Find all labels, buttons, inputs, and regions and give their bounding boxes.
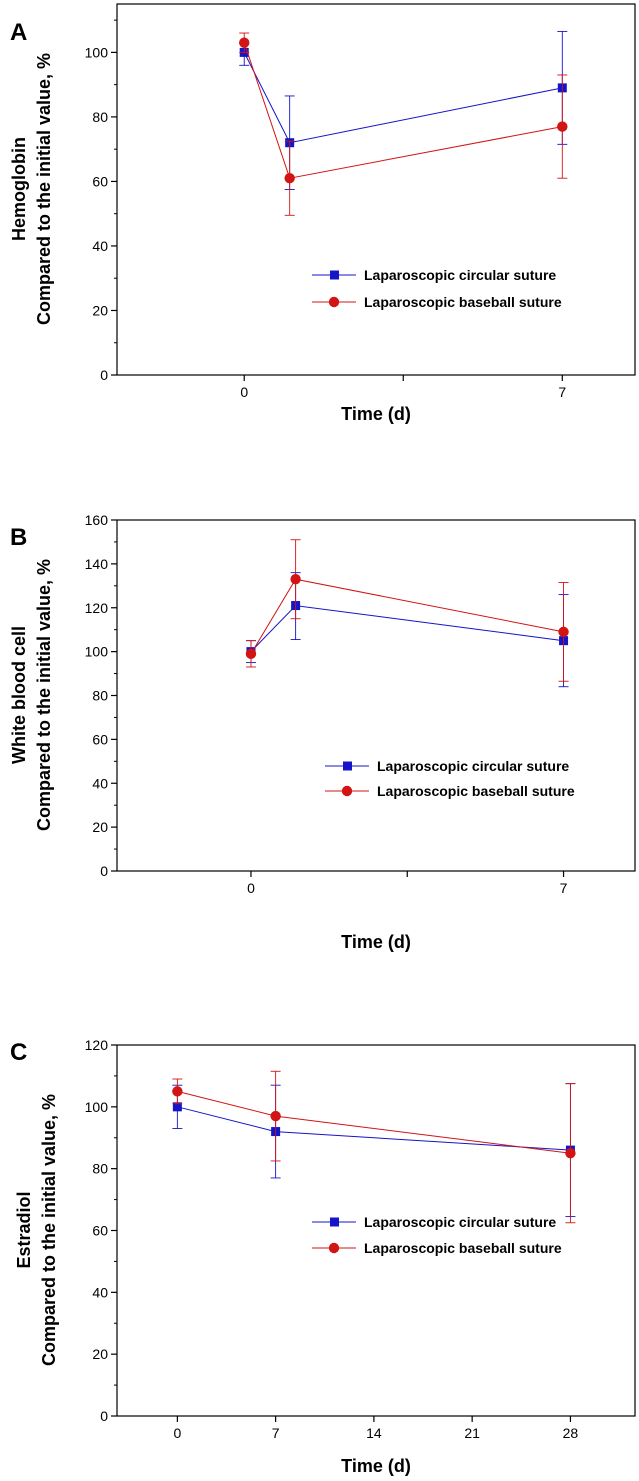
y-tick-label: 60	[92, 1223, 108, 1239]
series-line	[177, 1090, 571, 1154]
plot-frame	[116, 519, 636, 872]
y-tick-label: 0	[100, 1408, 108, 1424]
panel-label: A	[10, 19, 27, 46]
legend-label: Laparoscopic circular suture	[377, 758, 569, 774]
legend: Laparoscopic circular suture Laparoscopic…	[312, 267, 562, 310]
y-tick-label: 20	[92, 302, 108, 318]
y-tick-label: 60	[92, 173, 108, 189]
x-axis-label: Time (d)	[341, 932, 411, 952]
x-tick-label: 14	[366, 1425, 382, 1441]
x-axis-label: Time (d)	[341, 1456, 411, 1476]
y-axis-label-line2: Compared to the initial value, %	[39, 1094, 59, 1366]
x-tick-label: 7	[558, 384, 566, 400]
series-line	[250, 578, 564, 655]
legend-marker-circle	[328, 1242, 340, 1254]
y-tick-label: 60	[92, 731, 108, 747]
legend: Laparoscopic circular suture Laparoscopic…	[325, 758, 575, 799]
y-tick-label: 160	[85, 512, 109, 528]
legend-marker-square	[343, 761, 352, 771]
legend-label: Laparoscopic circular suture	[364, 267, 556, 283]
x-tick-label: 0	[173, 1425, 181, 1441]
data-point-circle	[239, 37, 250, 48]
y-tick-label: 20	[92, 1346, 108, 1362]
series-baseball	[239, 32, 568, 216]
y-tick-label: 80	[92, 1161, 108, 1177]
data-point-circle	[172, 1086, 183, 1097]
y-tick-label: 100	[85, 644, 109, 660]
y-tick-label: 120	[85, 600, 109, 616]
y-tick-label: 40	[92, 1284, 108, 1300]
series-line	[243, 52, 563, 144]
y-tick-label: 120	[85, 1037, 109, 1053]
chart-panel-a: 0 20 40 60 80 100 0 7 Time (d) Hemoglobin Compared…	[9, 3, 636, 424]
data-point-circle	[290, 574, 301, 585]
y-tick-label: 140	[85, 556, 109, 572]
legend-marker-circle	[341, 785, 353, 797]
legend-marker-circle	[328, 296, 340, 308]
x-tick-label: 0	[247, 880, 255, 896]
y-tick-label: 20	[92, 819, 108, 835]
x-tick-label: 0	[240, 384, 248, 400]
legend-label: Laparoscopic baseball suture	[377, 783, 575, 799]
series-baseball	[245, 539, 569, 682]
plot-frame	[116, 1044, 636, 1417]
data-point-circle	[270, 1110, 281, 1122]
y-axis-label-line1: Hemoglobin	[9, 137, 29, 241]
panel-label: B	[10, 524, 27, 551]
legend-label: Laparoscopic baseball suture	[364, 294, 562, 310]
x-tick-label: 28	[563, 1425, 579, 1441]
data-point-square	[172, 1102, 182, 1112]
panel-label: C	[10, 1039, 27, 1066]
y-axis-label-line2: Compared to the initial value, %	[34, 53, 54, 325]
series-circular	[172, 1083, 576, 1218]
legend-marker-square	[330, 270, 339, 280]
y-axis-label-line1: Estradiol	[14, 1191, 34, 1268]
y-tick-label: 80	[92, 109, 108, 125]
plot-frame	[116, 3, 636, 376]
y-axis-label-line1: White blood cell	[9, 626, 29, 764]
x-tick-label: 7	[272, 1425, 280, 1441]
data-point-circle	[245, 648, 257, 660]
data-point-circle	[558, 626, 569, 638]
y-tick-label: 0	[100, 863, 108, 879]
y-tick-label: 40	[92, 238, 108, 254]
y-tick-label: 40	[92, 775, 108, 791]
data-point-circle	[565, 1148, 576, 1159]
y-axis-label-line2: Compared to the initial value, %	[34, 559, 54, 831]
y-tick-label: 100	[85, 1099, 109, 1115]
legend: Laparoscopic circular suture Laparoscopic…	[312, 1214, 562, 1256]
chart-panel-c: 0 20 40 60 80 100 120 0 7 14 21 28 Time (d) Estradiol…	[10, 1037, 636, 1476]
series-baseball	[172, 1070, 576, 1224]
x-tick-label: 7	[560, 880, 568, 896]
legend-marker-square	[330, 1217, 339, 1227]
legend-label: Laparoscopic circular suture	[364, 1214, 556, 1230]
chart-panel-b: 0 20 40 60 80 100 120 140 160 0 7 Time (d) White blo…	[9, 512, 636, 952]
legend-label: Laparoscopic baseball suture	[364, 1240, 562, 1256]
y-tick-label: 100	[85, 44, 109, 60]
data-point-circle	[557, 121, 568, 132]
y-tick-label: 80	[92, 688, 108, 704]
series-line	[243, 42, 563, 179]
x-tick-label: 21	[464, 1425, 480, 1441]
series-line	[250, 605, 564, 652]
y-tick-label: 0	[100, 367, 108, 383]
series-circular	[239, 30, 568, 190]
data-point-circle	[284, 173, 295, 184]
x-axis-label: Time (d)	[341, 404, 411, 424]
series-circular	[245, 572, 569, 688]
